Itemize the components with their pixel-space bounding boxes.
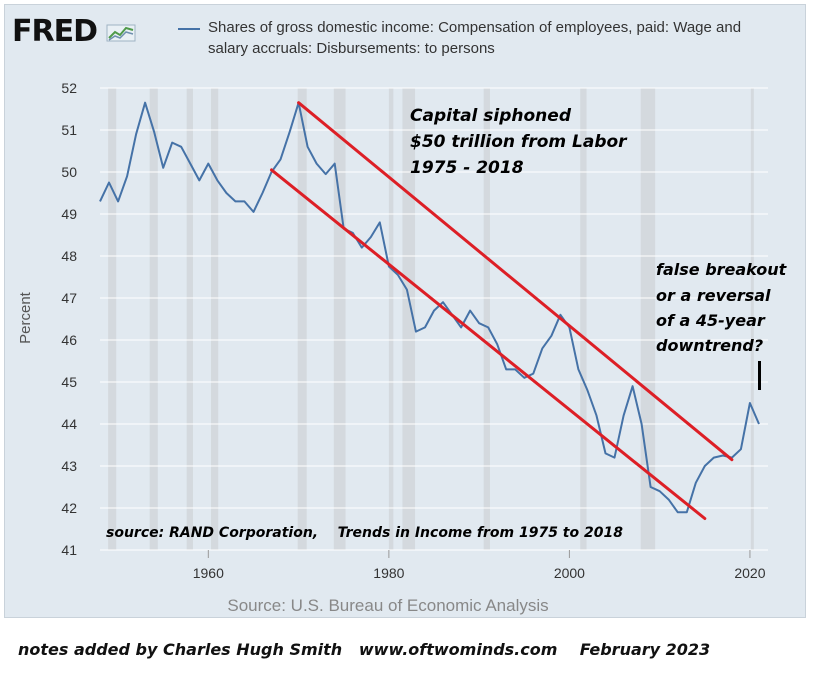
y-axis-ticks: 41 42 43 44 45 46 47 48 49 50 51 52: [61, 80, 77, 558]
x-tick-label-2000: 2000: [554, 565, 585, 581]
data-series: [99, 101, 760, 514]
annotation-breakout-line-2: or a reversal: [656, 286, 771, 305]
y-tick-label-45: 45: [61, 374, 77, 390]
logo-text: FRED: [12, 14, 98, 49]
chart-title: Shares of gross domestic income: Compens…: [208, 19, 742, 57]
x-tick-label-1980: 1980: [373, 565, 404, 581]
trendline-upper: [297, 101, 734, 462]
annotation-pointer: [758, 361, 761, 390]
recession-bar-9: [580, 88, 587, 550]
y-tick-label-46: 46: [61, 332, 77, 348]
recession-shading: [108, 88, 754, 550]
y-tick-label-47: 47: [61, 290, 77, 306]
annotation-capital-line-1: Capital siphoned: [410, 106, 572, 126]
y-tick-label-48: 48: [61, 248, 77, 264]
recession-bar-2: [186, 88, 193, 550]
recession-bar-11: [750, 88, 754, 550]
trendline-lower: [270, 168, 707, 520]
y-tick-label-50: 50: [61, 164, 77, 180]
y-tick-label-49: 49: [61, 206, 77, 222]
y-axis-label: Percent: [17, 291, 34, 344]
recession-bar-8: [483, 88, 490, 550]
x-axis-ticks: 1960 1980 2000 2020: [193, 550, 766, 581]
y-tick-label-51: 51: [61, 122, 77, 138]
recession-bar-6: [388, 88, 394, 550]
recession-bar-10: [640, 88, 656, 550]
recession-bar-4: [297, 88, 307, 550]
trendlines: [270, 101, 734, 520]
notes-footer: notes added by Charles Hugh Smith www.of…: [18, 640, 711, 659]
recession-bar-0: [108, 88, 117, 550]
y-tick-label-43: 43: [61, 458, 77, 474]
annotation-capital-line-3: 1975 - 2018: [410, 158, 524, 178]
fred-logo[interactable]: FRED: [12, 14, 136, 49]
y-tick-label-52: 52: [61, 80, 77, 96]
recession-bar-3: [211, 88, 219, 550]
annotation-rand-source: source: RAND Corporation, Trends in Inco…: [106, 525, 623, 541]
y-tick-label-44: 44: [61, 416, 77, 432]
annotation-breakout-line-4: downtrend?: [656, 336, 763, 355]
annotation-breakout-line-3: of a 45-year: [656, 311, 766, 330]
annotation-breakout-line-1: false breakout: [656, 260, 788, 279]
legend-swatch: [178, 28, 200, 30]
recession-bar-1: [149, 88, 158, 550]
y-tick-label-42: 42: [61, 500, 77, 516]
source-credit: Source: U.S. Bureau of Economic Analysis: [227, 596, 548, 615]
x-tick-label-2020: 2020: [734, 565, 765, 581]
recession-bar-7: [402, 88, 416, 550]
gridlines: [100, 87, 768, 551]
annotation-capital-line-2: $50 trillion from Labor: [410, 132, 628, 152]
y-tick-label-41: 41: [61, 542, 77, 558]
series-line: [99, 101, 760, 514]
graph-logo-icon: [106, 24, 136, 42]
recession-bar-5: [333, 88, 346, 550]
x-tick-label-1960: 1960: [193, 565, 224, 581]
annotations: Capital siphoned $50 trillion from Labor…: [106, 106, 788, 541]
